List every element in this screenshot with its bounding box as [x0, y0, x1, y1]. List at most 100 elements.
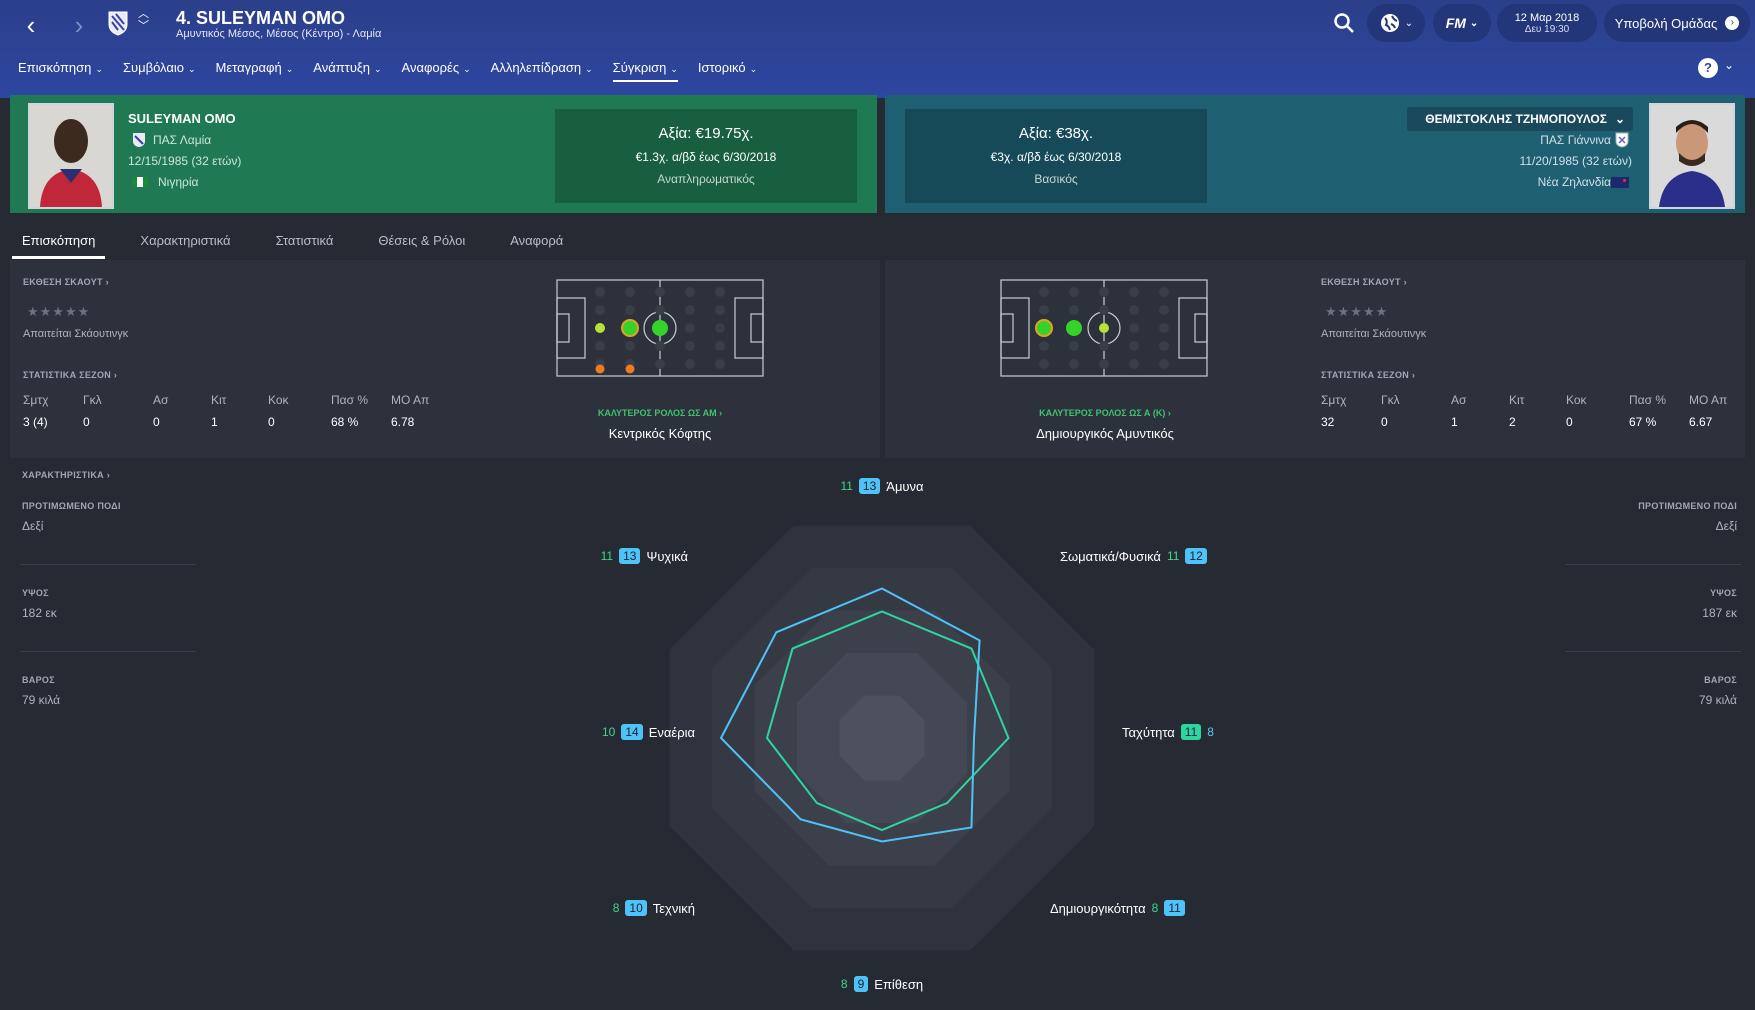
- tab-attributes[interactable]: Χαρακτηριστικά: [140, 233, 231, 248]
- attribute-radar-chart: [582, 480, 1182, 990]
- stat-value: 0: [153, 415, 160, 429]
- position-marker: [652, 320, 668, 336]
- stat-value: 2: [1509, 415, 1516, 429]
- stat-value: 0: [268, 415, 275, 429]
- club-crest-icon: [1615, 132, 1629, 148]
- right-player-dob: 11/20/1985 (32 ετών): [1519, 154, 1632, 168]
- menu-overview[interactable]: Επισκόπηση ⌄: [18, 60, 103, 75]
- right-value-box: Αξία: €38χ. €3χ. α/βδ έως 6/30/2018 Βασι…: [905, 109, 1207, 203]
- radar-series-tzimopoulos: [765, 610, 1010, 832]
- radar-series-omo: [719, 587, 981, 843]
- right-best-role-label[interactable]: ΚΑΛΥΤΕΡΟΣ ΡΟΛΟΣ ΩΣ Α (Κ) ›: [1039, 408, 1171, 418]
- radar-attribute-name: Δημιουργικότητα: [1050, 900, 1146, 916]
- right-summary-panel: ΚΑΛΥΤΕΡΟΣ ΡΟΛΟΣ ΩΣ Α (Κ) › Δημιουργικός …: [885, 260, 1745, 458]
- position-marker: [621, 319, 639, 337]
- club-crest-icon: [108, 10, 128, 36]
- stat-value: 1: [211, 415, 218, 429]
- right-player-name: ΘΕΜΙΣΤΟΚΛΗΣ ΤΖΗΜΟΠΟΥΛΟΣ: [1425, 112, 1607, 126]
- stat-value: 6.78: [391, 415, 415, 429]
- fm-menu-button[interactable]: FM ⌄: [1433, 4, 1491, 42]
- radar-attribute-name: Άμυνα: [886, 478, 924, 494]
- left-player-nation[interactable]: Νιγηρία: [158, 175, 199, 189]
- left-preferred-foot: Δεξί: [22, 519, 44, 533]
- menu-comparison[interactable]: Σύγκριση ⌄: [612, 60, 678, 82]
- left-player-name: SULEYMAN OMO: [128, 111, 236, 126]
- forward-arrow-icon[interactable]: ›: [74, 10, 84, 40]
- stat-value: 1: [1451, 415, 1458, 429]
- radar-value-b: 12: [1185, 548, 1207, 564]
- stat-header: Κιτ: [211, 393, 227, 407]
- tab-stats[interactable]: Στατιστικά: [275, 233, 334, 248]
- tab-positions[interactable]: Θέσεις & Ρόλοι: [378, 233, 466, 248]
- menu-transfer[interactable]: Μεταγραφή ⌄: [215, 60, 294, 75]
- left-weight: 79 κιλά: [22, 693, 61, 707]
- tab-bar: Επισκόπηση Χαρακτηριστικά Στατιστικά Θέσ…: [12, 225, 598, 259]
- right-pitch-diagram: [999, 278, 1209, 378]
- stat-value: 67 %: [1629, 415, 1657, 429]
- page-subtitle: Αμυντικός Μέσος, Μέσος (Κέντρο) - Λαμία: [176, 28, 382, 40]
- menu-history[interactable]: Ιστορικό ⌄: [697, 60, 758, 75]
- scout-report-label[interactable]: ΕΚΘΕΣΗ ΣΚΑΟΥΤ ›: [23, 277, 109, 287]
- scout-report-label[interactable]: ΕΚΘΕΣΗ ΣΚΑΟΥΤ ›: [1321, 277, 1407, 287]
- right-status: Βασικός: [1034, 172, 1078, 186]
- player-switch-icon[interactable]: ︿ ﹀: [138, 8, 149, 32]
- scouting-required-text: Απαιτείται Σκάουτινγκ: [1321, 328, 1427, 340]
- characteristics-label[interactable]: ΧΑΡΑΚΤΗΡΙΣΤΙΚΑ ›: [22, 470, 111, 480]
- submit-team-button[interactable]: Υποβολή Ομάδας ›: [1604, 4, 1750, 42]
- radar-value-b: 10: [625, 900, 647, 916]
- radar-attribute-name: Ταχύτητα: [1122, 724, 1175, 740]
- chevron-down-icon: ⌄: [1614, 112, 1625, 126]
- stat-value: 6.67: [1689, 415, 1713, 429]
- menu-contract[interactable]: Συμβόλαιο ⌄: [122, 60, 196, 75]
- right-player-nation[interactable]: Νέα Ζηλανδία: [1537, 175, 1611, 189]
- right-preferred-foot: Δεξί: [1715, 519, 1737, 533]
- back-arrow-icon[interactable]: ‹: [26, 10, 36, 40]
- right-weight: 79 κιλά: [1698, 693, 1737, 707]
- stat-value: 0: [83, 415, 90, 429]
- tab-overview[interactable]: Επισκόπηση: [12, 225, 106, 259]
- menu-development[interactable]: Ανάπτυξη ⌄: [313, 60, 382, 75]
- radar-attribute-name: Τεχνική: [652, 900, 695, 916]
- right-player-club[interactable]: ΠΑΣ Γιάννινα: [1540, 133, 1611, 147]
- menu-interaction[interactable]: Αλληλεπίδραση ⌄: [490, 60, 593, 75]
- right-value: Αξία: €38χ.: [1018, 125, 1094, 142]
- compare-player-dropdown[interactable]: ΘΕΜΙΣΤΟΚΛΗΣ ΤΖΗΜΟΠΟΥΛΟΣ ⌄: [1407, 107, 1633, 131]
- continue-arrow-icon: ›: [1725, 16, 1740, 30]
- submit-team-label: Υποβολή Ομάδας: [1614, 15, 1718, 31]
- globe-icon: [1380, 14, 1399, 32]
- left-best-role-label[interactable]: ΚΑΛΥΤΕΡΟΣ ΡΟΛΟΣ ΩΣ ΑΜ ›: [597, 408, 723, 418]
- tab-report[interactable]: Αναφορά: [510, 233, 564, 248]
- height-label: ΥΨΟΣ: [1710, 588, 1737, 598]
- nigeria-flag-icon: [132, 177, 148, 187]
- stat-header: Γκλ: [83, 393, 102, 407]
- left-pitch-diagram: [555, 278, 765, 378]
- left-player-club[interactable]: ΠΑΣ Λαμία: [153, 133, 212, 147]
- star-rating: ★★★★★: [1325, 304, 1389, 319]
- position-marker: [1066, 320, 1082, 336]
- radar-value-b: 9: [853, 976, 869, 992]
- radar-value-a: 8: [1151, 901, 1159, 915]
- height-label: ΥΨΟΣ: [22, 588, 49, 598]
- season-stats-label[interactable]: ΣΤΑΤΙΣΤΙΚΑ ΣΕΖΟΝ ›: [23, 370, 118, 380]
- menu-reports[interactable]: Αναφορές ⌄: [401, 60, 471, 75]
- left-value-box: Αξία: €19.75χ. €1.3χ. α/βδ έως 6/30/2018…: [555, 109, 857, 203]
- radar-attribute-name: Σωματικά/Φυσικά: [1060, 548, 1161, 564]
- search-icon[interactable]: [1333, 12, 1355, 34]
- stat-header: Ασ: [153, 393, 169, 407]
- radar-value-b: 13: [858, 478, 881, 494]
- left-player-dob: 12/15/1985 (32 ετών): [128, 154, 242, 168]
- fm-logo-icon: FM: [1445, 15, 1466, 31]
- date-button[interactable]: 12 Μαρ 2018 Δευ 19:30: [1497, 4, 1597, 42]
- weight-label: ΒΑΡΟΣ: [22, 675, 55, 685]
- season-stats-label[interactable]: ΣΤΑΤΙΣΤΙΚΑ ΣΕΖΟΝ ›: [1321, 370, 1416, 380]
- current-time: Δευ 19:30: [1524, 23, 1570, 35]
- radar-value-a: 11: [840, 479, 853, 493]
- stat-header: Γκλ: [1381, 393, 1400, 407]
- globe-menu-button[interactable]: ⌄: [1367, 4, 1425, 42]
- left-status: Αναπληρωματικός: [657, 172, 755, 186]
- help-icon[interactable]: ?: [1698, 58, 1718, 78]
- chevron-down-icon[interactable]: ⌄: [1724, 58, 1735, 72]
- position-marker: [1099, 323, 1109, 333]
- divider: [20, 564, 196, 565]
- radar-value-b: 13: [619, 548, 641, 564]
